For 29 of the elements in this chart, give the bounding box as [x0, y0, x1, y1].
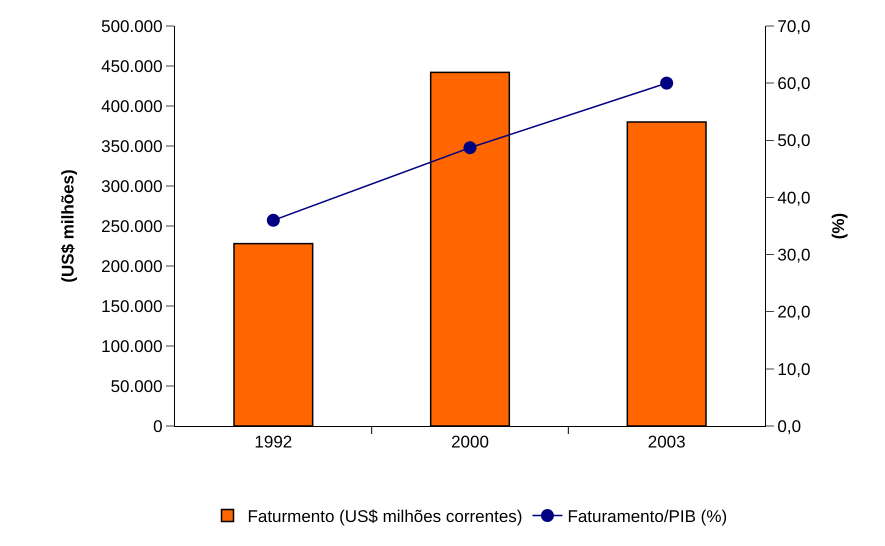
- y2-axis-title: (%): [828, 212, 848, 240]
- y2-tick-label: 50,0: [777, 131, 810, 150]
- y-axis-title: (US$ milhões): [58, 169, 78, 283]
- x-tick-label: 2003: [648, 432, 686, 452]
- point: [266, 214, 280, 227]
- legend-label: Faturmento (US$ milhões correntes): [248, 507, 522, 526]
- point: [464, 141, 476, 154]
- y2-tick-label: 70,0: [777, 16, 810, 36]
- y-tick-label: 400.000: [101, 96, 163, 116]
- point: [660, 76, 674, 90]
- y-tick-label: 100.000: [101, 336, 163, 356]
- x-tick-label: 1992: [254, 432, 292, 452]
- y2-tick-label: 30,0: [777, 246, 810, 265]
- y-tick-label: 50.000: [110, 376, 163, 396]
- y2-tick-label: 60,0: [777, 74, 810, 94]
- legend-label: Faturamento/PIB (%): [567, 507, 728, 526]
- y-tick-label: 250.000: [101, 216, 163, 236]
- y2-tick-label: 40,0: [777, 188, 810, 208]
- y-tick-label: 500.000: [101, 16, 163, 36]
- y-tick-label: 150.000: [101, 296, 163, 316]
- y-tick-label: 200.000: [101, 256, 163, 276]
- x-tick-label: 2000: [451, 432, 489, 452]
- y2-tick-label: 0,0: [777, 416, 802, 436]
- y-tick-label: 300.000: [101, 176, 163, 196]
- y-tick-label: 450.000: [101, 56, 163, 76]
- y2-tick-label: 10,0: [777, 360, 810, 379]
- y-tick-label: 0: [153, 416, 163, 436]
- y-tick-label: 350.000: [101, 136, 163, 156]
- y2-tick-label: 20,0: [777, 302, 810, 322]
